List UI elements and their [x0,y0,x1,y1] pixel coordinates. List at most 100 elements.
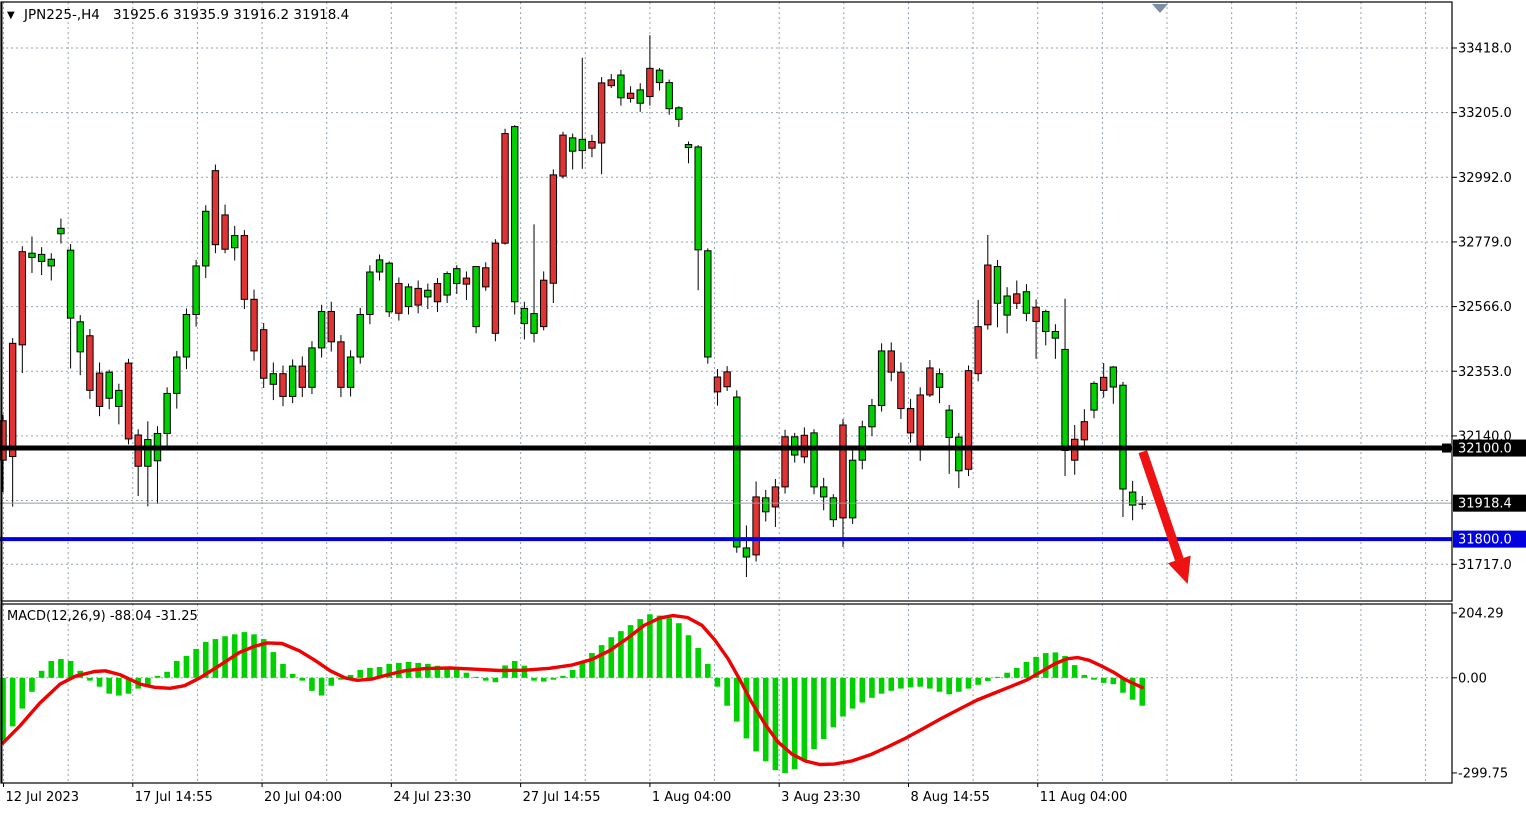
bull-candle[interactable] [578,138,586,152]
bull-candle[interactable] [1119,384,1127,490]
bear-candle[interactable] [1080,421,1089,441]
bull-candle[interactable] [76,321,84,353]
bear-candle[interactable] [984,264,992,326]
bull-candle[interactable] [424,289,432,298]
arrow-shaft[interactable] [1138,450,1184,561]
bear-candle[interactable] [414,287,422,306]
bull-candle[interactable] [182,313,191,358]
bull-candle[interactable] [742,547,751,558]
bull-candle[interactable] [1109,366,1118,388]
bull-candle[interactable] [858,426,866,461]
bear-candle[interactable] [462,277,471,285]
shift-marker-icon[interactable] [1152,4,1168,13]
bear-candle[interactable] [897,371,905,410]
bear-candle[interactable] [964,370,973,470]
bull-candle[interactable] [404,286,413,308]
bull-candle[interactable] [28,252,36,258]
line-drag-handle[interactable] [1442,443,1451,453]
arrow-head[interactable] [1167,555,1191,585]
bull-candle[interactable] [520,307,529,325]
bull-candle[interactable] [935,373,944,388]
bear-candle[interactable] [752,496,760,556]
bull-candle[interactable] [385,262,393,313]
bear-candle[interactable] [597,82,606,144]
bull-candle[interactable] [105,371,113,399]
bull-candle[interactable] [829,497,838,521]
bull-candle[interactable] [47,258,55,267]
bear-candle[interactable] [279,373,287,397]
bull-candle[interactable] [356,313,364,358]
bear-candle[interactable] [559,134,567,177]
bear-candle[interactable] [1032,306,1040,322]
bear-candle[interactable] [433,283,442,303]
bear-candle[interactable] [240,235,249,300]
bear-candle[interactable] [18,251,27,346]
bear-candle[interactable] [8,342,17,458]
bull-candle[interactable] [57,227,65,235]
bear-candle[interactable] [395,283,403,314]
symbol-dropdown-icon[interactable]: ▼ [7,10,15,21]
bear-candle[interactable] [124,362,133,440]
bull-candle[interactable] [1022,291,1031,314]
bull-candle[interactable] [694,146,702,251]
horizontal-level-lines[interactable] [0,443,1452,542]
bear-candle[interactable] [0,420,7,461]
bull-candle[interactable] [955,436,963,472]
bull-candle[interactable] [1061,348,1069,451]
bear-candle[interactable] [250,298,258,352]
bear-candle[interactable] [298,365,307,388]
bull-candle[interactable] [675,107,683,120]
bear-candle[interactable] [1099,376,1108,391]
bear-candle[interactable] [211,170,220,246]
bull-candle[interactable] [1128,491,1137,506]
bull-candle[interactable] [66,249,75,319]
bull-candle[interactable] [144,439,152,467]
bull-candle[interactable] [269,373,278,385]
bull-candle[interactable] [472,266,480,328]
bull-candle[interactable] [173,356,181,394]
bull-candle[interactable] [684,144,693,149]
bull-candle[interactable] [375,259,384,273]
bull-candle[interactable] [288,365,297,397]
bull-candle[interactable] [1051,330,1060,339]
bear-candle[interactable] [1013,293,1021,304]
bull-candle[interactable] [366,271,374,315]
bull-candle[interactable] [192,265,200,315]
sell-arrow-annotation[interactable] [1138,450,1191,585]
bear-candle[interactable] [839,424,847,519]
bear-candle[interactable] [646,67,654,98]
bull-candle[interactable] [733,396,741,548]
bull-candle[interactable] [346,356,355,388]
bull-candle[interactable] [453,268,461,285]
bear-candle[interactable] [906,408,915,434]
bear-candle[interactable] [549,174,558,284]
bear-candle[interactable] [86,335,94,391]
bull-candle[interactable] [568,137,577,152]
bear-candle[interactable] [588,140,596,149]
bear-candle[interactable] [723,371,731,388]
bull-candle[interactable] [993,266,1002,304]
bear-candle[interactable] [887,350,895,373]
bear-candle[interactable] [539,279,548,328]
bear-candle[interactable] [926,367,934,396]
bull-candle[interactable] [868,405,876,428]
bull-candle[interactable] [1003,295,1011,316]
bear-candle[interactable] [501,133,509,244]
bull-candle[interactable] [37,253,46,262]
chart-shift-marker[interactable] [1152,4,1168,13]
bear-candle[interactable] [771,486,780,508]
bear-candle[interactable] [607,79,615,87]
bull-candle[interactable] [617,74,625,99]
bull-candle[interactable] [530,313,538,334]
bull-candle[interactable] [1042,310,1050,332]
bull-candle[interactable] [202,210,210,267]
bull-candle[interactable] [163,392,171,434]
bear-candle[interactable] [491,242,500,334]
bull-candle[interactable] [665,82,673,110]
bull-candle[interactable] [511,126,519,303]
bear-candle[interactable] [713,376,722,393]
bull-candle[interactable] [308,347,316,388]
bull-candle[interactable] [1090,382,1098,411]
bear-candle[interactable] [337,341,345,388]
